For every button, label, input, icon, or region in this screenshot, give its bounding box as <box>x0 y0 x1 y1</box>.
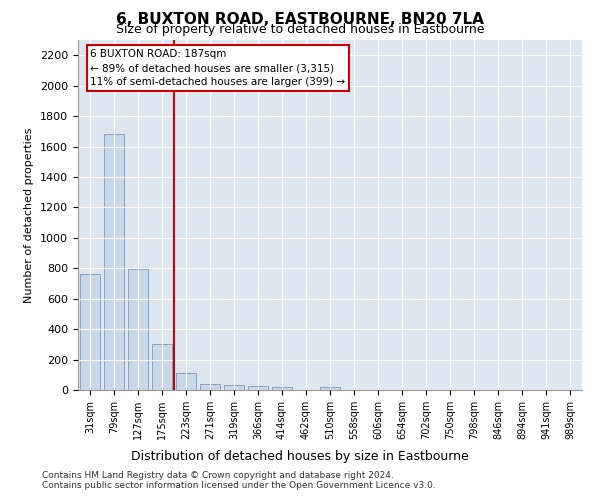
Bar <box>80 274 100 390</box>
Bar <box>152 344 172 390</box>
Bar <box>128 269 148 390</box>
Bar <box>200 384 220 390</box>
Bar <box>224 386 244 390</box>
Bar <box>320 387 340 390</box>
Text: Distribution of detached houses by size in Eastbourne: Distribution of detached houses by size … <box>131 450 469 463</box>
Bar <box>104 134 124 390</box>
Bar <box>248 386 268 390</box>
Text: Size of property relative to detached houses in Eastbourne: Size of property relative to detached ho… <box>116 22 484 36</box>
Text: 6, BUXTON ROAD, EASTBOURNE, BN20 7LA: 6, BUXTON ROAD, EASTBOURNE, BN20 7LA <box>116 12 484 28</box>
Text: Contains HM Land Registry data © Crown copyright and database right 2024.: Contains HM Land Registry data © Crown c… <box>42 470 394 480</box>
Text: 6 BUXTON ROAD: 187sqm
← 89% of detached houses are smaller (3,315)
11% of semi-d: 6 BUXTON ROAD: 187sqm ← 89% of detached … <box>90 49 346 87</box>
Y-axis label: Number of detached properties: Number of detached properties <box>25 128 34 302</box>
Bar <box>272 386 292 390</box>
Text: Contains public sector information licensed under the Open Government Licence v3: Contains public sector information licen… <box>42 480 436 490</box>
Bar <box>176 373 196 390</box>
